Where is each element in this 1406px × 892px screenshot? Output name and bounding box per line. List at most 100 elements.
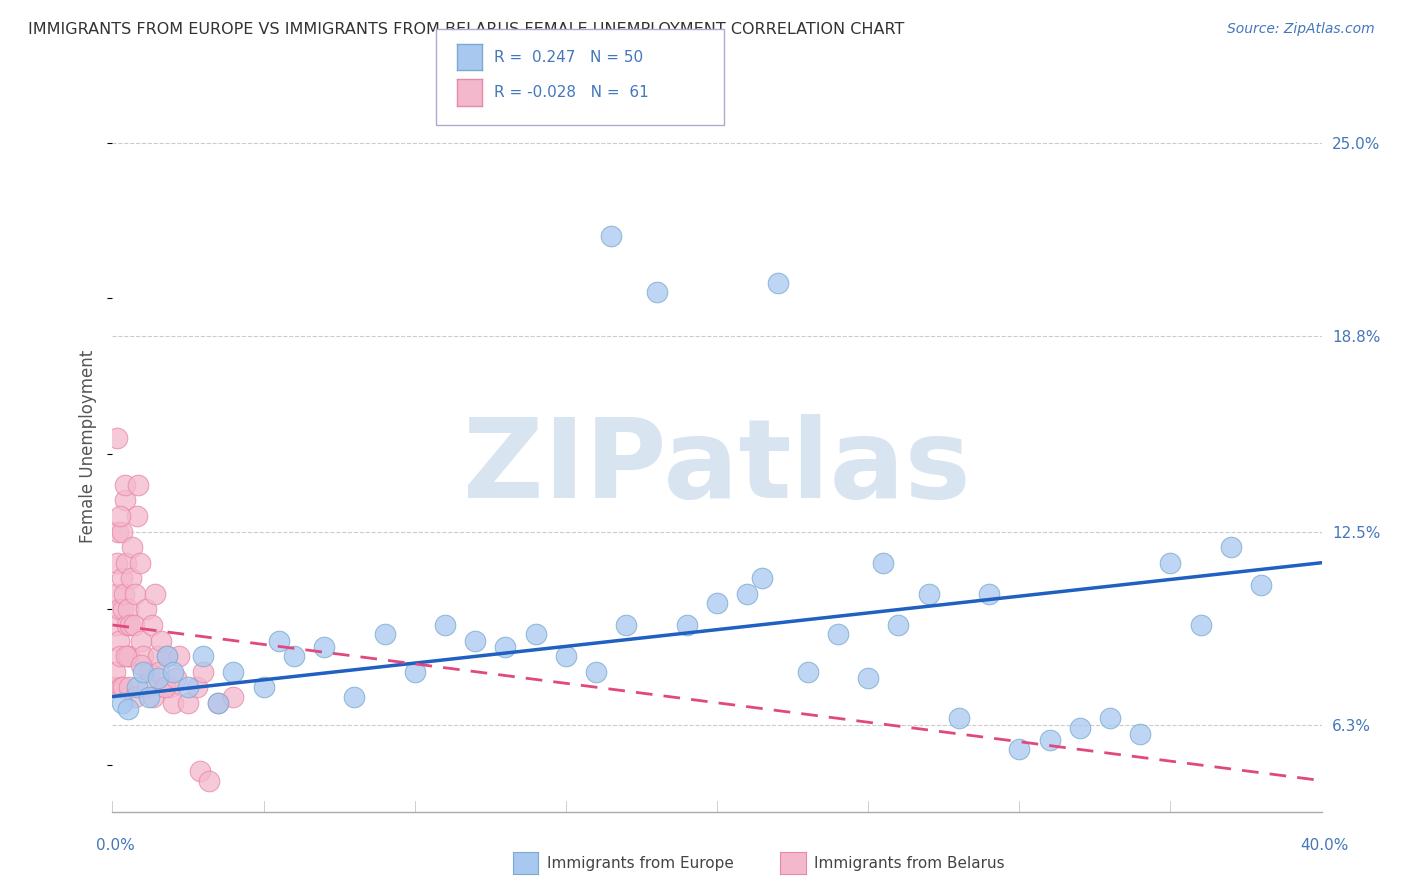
- Point: [114, 478, 136, 492]
- Point: [112, 602, 135, 616]
- Point: [129, 658, 152, 673]
- Point: [112, 680, 135, 694]
- Point: [146, 649, 169, 664]
- Point: [737, 587, 759, 601]
- Point: [191, 665, 215, 679]
- Point: [1069, 721, 1091, 735]
- Point: [616, 618, 638, 632]
- Point: [979, 587, 1001, 601]
- Text: Immigrants from Europe: Immigrants from Europe: [547, 856, 734, 871]
- Point: [188, 764, 211, 779]
- Point: [135, 602, 157, 616]
- Point: [267, 633, 290, 648]
- Point: [222, 665, 245, 679]
- Point: [1129, 727, 1152, 741]
- Point: [108, 509, 131, 524]
- Point: [138, 665, 160, 679]
- Point: [115, 556, 138, 570]
- Point: [118, 649, 141, 664]
- Point: [283, 649, 305, 664]
- Point: [585, 665, 607, 679]
- Point: [110, 680, 132, 694]
- Text: IMMIGRANTS FROM EUROPE VS IMMIGRANTS FROM BELARUS FEMALE UNEMPLOYMENT CORRELATIO: IMMIGRANTS FROM EUROPE VS IMMIGRANTS FRO…: [28, 22, 904, 37]
- Point: [149, 633, 172, 648]
- Point: [827, 627, 849, 641]
- Point: [167, 649, 190, 664]
- Point: [114, 493, 136, 508]
- Point: [751, 571, 773, 585]
- Point: [1189, 618, 1212, 632]
- Point: [1038, 733, 1062, 747]
- Point: [1099, 711, 1122, 725]
- Point: [191, 649, 215, 664]
- Point: [110, 571, 132, 585]
- Point: [495, 640, 517, 654]
- Point: [887, 618, 910, 632]
- Point: [1008, 742, 1031, 756]
- Text: R =  0.247   N = 50: R = 0.247 N = 50: [494, 50, 643, 64]
- Point: [645, 285, 668, 299]
- Y-axis label: Female Unemployment: Female Unemployment: [79, 350, 97, 542]
- Point: [121, 540, 143, 554]
- Point: [118, 618, 141, 632]
- Point: [162, 696, 184, 710]
- Point: [112, 587, 135, 601]
- Point: [103, 680, 125, 694]
- Point: [104, 665, 127, 679]
- Point: [115, 649, 138, 664]
- Point: [117, 702, 139, 716]
- Point: [524, 627, 547, 641]
- Point: [600, 228, 623, 243]
- Point: [186, 680, 208, 694]
- Text: ZIPatlas: ZIPatlas: [463, 415, 972, 522]
- Point: [124, 690, 146, 704]
- Point: [125, 509, 148, 524]
- Point: [222, 690, 245, 704]
- Point: [872, 556, 894, 570]
- Point: [153, 680, 176, 694]
- Point: [464, 633, 486, 648]
- Point: [177, 680, 200, 694]
- Point: [676, 618, 699, 632]
- Point: [105, 587, 128, 601]
- Point: [129, 633, 152, 648]
- Point: [1220, 540, 1243, 554]
- Point: [146, 671, 169, 685]
- Point: [918, 587, 941, 601]
- Point: [1159, 556, 1181, 570]
- Point: [159, 680, 181, 694]
- Point: [155, 680, 177, 694]
- Point: [122, 618, 145, 632]
- Point: [253, 680, 276, 694]
- Point: [117, 649, 139, 664]
- Point: [858, 671, 880, 685]
- Point: [1250, 577, 1272, 591]
- Point: [120, 571, 142, 585]
- Point: [118, 680, 141, 694]
- Text: 0.0%: 0.0%: [96, 838, 135, 853]
- Point: [105, 431, 128, 445]
- Point: [796, 665, 818, 679]
- Point: [207, 696, 229, 710]
- Point: [136, 680, 159, 694]
- Point: [165, 671, 187, 685]
- Point: [132, 665, 155, 679]
- Text: Source: ZipAtlas.com: Source: ZipAtlas.com: [1227, 22, 1375, 37]
- Point: [343, 690, 366, 704]
- Point: [107, 602, 129, 616]
- Point: [110, 696, 132, 710]
- Point: [374, 627, 396, 641]
- Text: 40.0%: 40.0%: [1301, 838, 1348, 853]
- Point: [314, 640, 336, 654]
- Point: [198, 773, 221, 788]
- Point: [554, 649, 576, 664]
- Point: [107, 524, 129, 539]
- Point: [104, 618, 127, 632]
- Point: [111, 524, 134, 539]
- Point: [117, 602, 139, 616]
- Point: [105, 556, 128, 570]
- Point: [125, 680, 148, 694]
- Point: [766, 276, 789, 290]
- Point: [207, 696, 229, 710]
- Point: [142, 690, 165, 704]
